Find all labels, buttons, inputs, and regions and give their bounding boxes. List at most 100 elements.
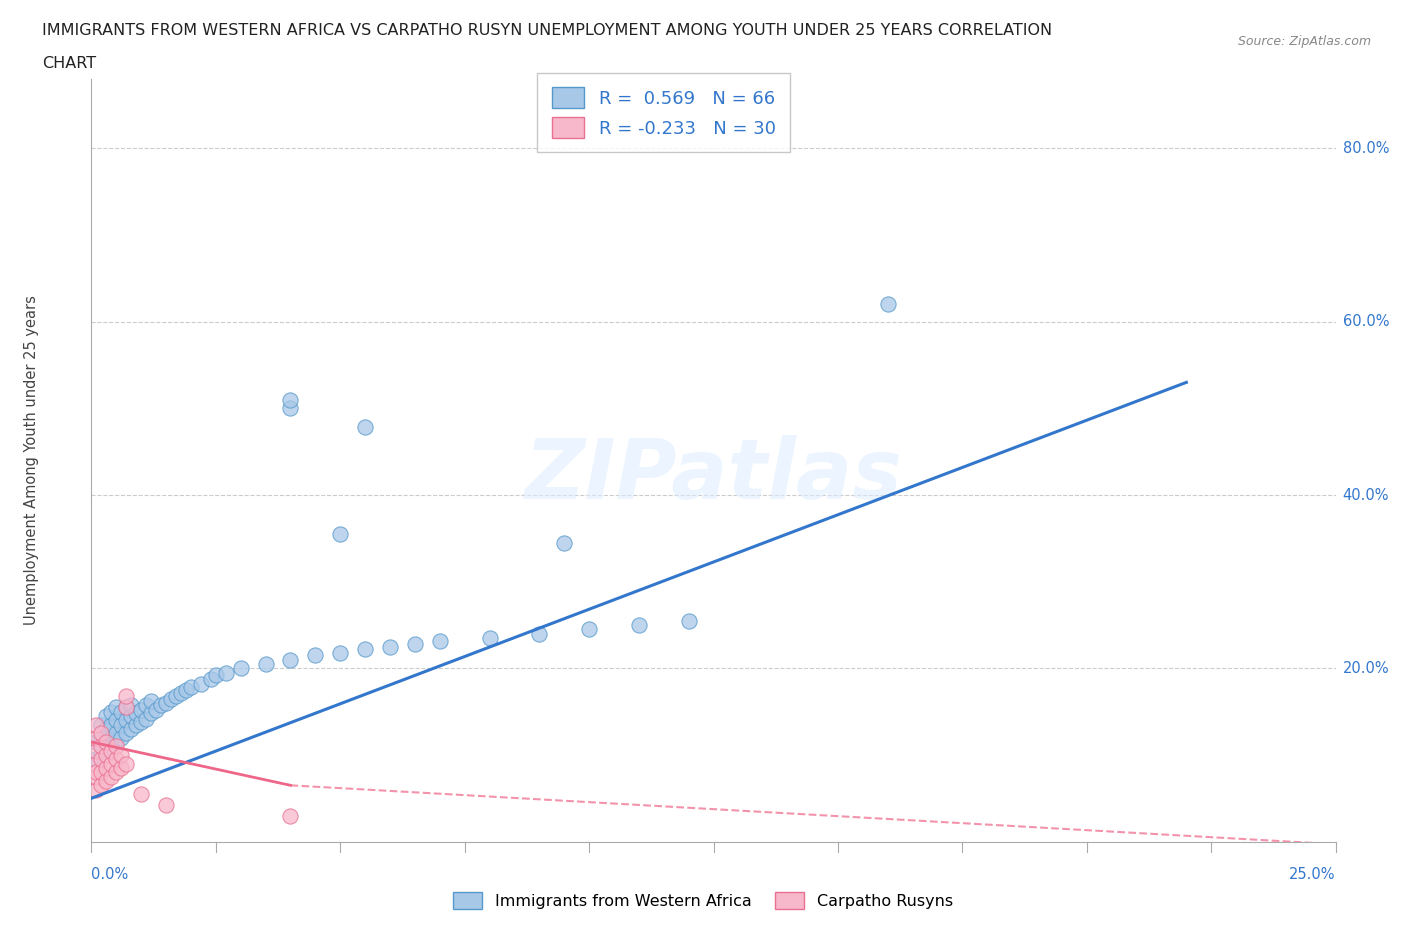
Point — [90, 777, 112, 792]
Point — [120, 722, 142, 737]
Point — [174, 683, 197, 698]
Point — [110, 730, 132, 745]
Point — [280, 392, 302, 407]
Point — [145, 702, 167, 717]
Point — [205, 668, 228, 683]
Point — [129, 714, 152, 729]
Point — [90, 764, 112, 779]
Point — [100, 769, 122, 784]
Point — [120, 698, 142, 712]
Point — [100, 717, 122, 732]
Point — [110, 748, 132, 763]
Text: 20.0%: 20.0% — [1343, 661, 1389, 676]
Point — [100, 738, 122, 753]
Point — [120, 709, 142, 724]
Point — [115, 756, 138, 771]
Point — [135, 711, 157, 726]
Point — [280, 808, 302, 823]
Point — [110, 761, 132, 776]
Point — [90, 751, 112, 766]
Point — [404, 637, 426, 652]
Point — [155, 798, 177, 813]
Point — [105, 751, 128, 766]
Point — [96, 735, 118, 750]
Point — [876, 297, 898, 312]
Text: 0.0%: 0.0% — [91, 867, 128, 882]
Point — [86, 769, 108, 784]
Point — [155, 696, 177, 711]
Point — [200, 671, 222, 686]
Point — [139, 694, 162, 709]
Point — [90, 717, 112, 732]
Point — [96, 722, 118, 737]
Point — [627, 618, 650, 632]
Point — [115, 726, 138, 741]
Point — [125, 717, 148, 732]
Point — [86, 764, 108, 779]
Point — [150, 698, 173, 712]
Point — [125, 706, 148, 721]
Point — [329, 526, 352, 541]
Text: 60.0%: 60.0% — [1343, 314, 1389, 329]
Legend: R =  0.569   N = 66, R = -0.233   N = 30: R = 0.569 N = 66, R = -0.233 N = 30 — [537, 73, 790, 153]
Point — [100, 730, 122, 745]
Point — [96, 709, 118, 724]
Point — [160, 691, 183, 706]
Point — [110, 704, 132, 719]
Point — [329, 645, 352, 660]
Point — [229, 661, 252, 676]
Text: Unemployment Among Youth under 25 years: Unemployment Among Youth under 25 years — [24, 296, 39, 625]
Point — [304, 648, 326, 663]
Point — [105, 738, 128, 753]
Point — [280, 401, 302, 416]
Point — [105, 735, 128, 750]
Point — [86, 730, 108, 745]
Point — [90, 726, 112, 741]
Point — [215, 665, 238, 680]
Point — [354, 642, 377, 657]
Point — [170, 685, 193, 700]
Point — [90, 730, 112, 745]
Point — [135, 698, 157, 712]
Point — [96, 748, 118, 763]
Point — [378, 639, 401, 654]
Point — [105, 713, 128, 728]
Point — [86, 743, 108, 758]
Point — [90, 738, 112, 753]
Point — [100, 743, 122, 758]
Text: 25.0%: 25.0% — [1289, 867, 1336, 882]
Point — [86, 717, 108, 732]
Point — [100, 704, 122, 719]
Point — [96, 743, 118, 758]
Point — [678, 613, 700, 628]
Point — [165, 688, 187, 703]
Point — [129, 702, 152, 717]
Point — [280, 652, 302, 667]
Point — [90, 748, 112, 763]
Point — [354, 420, 377, 435]
Point — [129, 787, 152, 802]
Point — [115, 700, 138, 715]
Point — [180, 680, 202, 695]
Point — [96, 735, 118, 750]
Text: CHART: CHART — [42, 56, 96, 71]
Point — [105, 764, 128, 779]
Point — [429, 633, 451, 648]
Point — [96, 761, 118, 776]
Point — [96, 774, 118, 789]
Point — [578, 622, 600, 637]
Point — [110, 717, 132, 732]
Text: 40.0%: 40.0% — [1343, 487, 1389, 502]
Point — [115, 700, 138, 715]
Text: IMMIGRANTS FROM WESTERN AFRICA VS CARPATHO RUSYN UNEMPLOYMENT AMONG YOUTH UNDER : IMMIGRANTS FROM WESTERN AFRICA VS CARPAT… — [42, 23, 1052, 38]
Point — [254, 657, 277, 671]
Text: 80.0%: 80.0% — [1343, 140, 1389, 156]
Point — [100, 756, 122, 771]
Point — [529, 626, 551, 641]
Point — [115, 713, 138, 728]
Point — [553, 536, 575, 551]
Point — [190, 676, 212, 691]
Point — [139, 706, 162, 721]
Point — [478, 631, 501, 645]
Point — [86, 756, 108, 771]
